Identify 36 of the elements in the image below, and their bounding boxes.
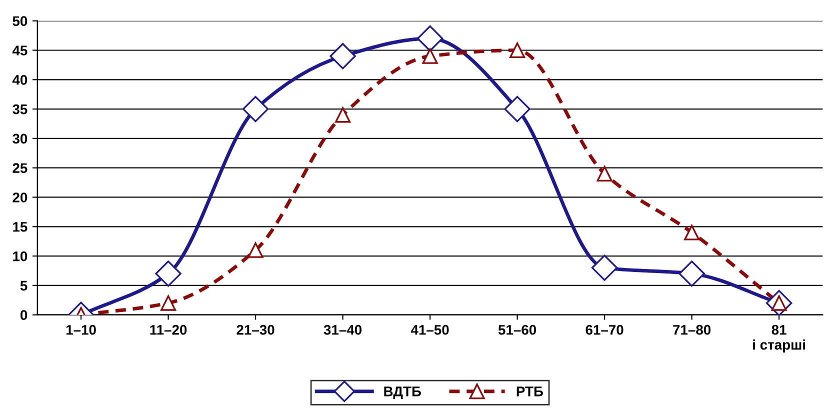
point — [335, 107, 351, 123]
point — [160, 295, 176, 311]
point — [155, 260, 182, 287]
y-tick-label: 30 — [12, 134, 28, 144]
point — [416, 25, 444, 52]
x-tick-label: 61–70 — [586, 324, 624, 335]
y-tick-label: 5 — [20, 280, 28, 291]
y-tick-label: 0 — [20, 310, 28, 320]
point — [591, 254, 618, 281]
y-tick-label: 20 — [12, 192, 28, 202]
x-tick-label: 81 і старші — [753, 324, 806, 352]
y-tick-label: 40 — [12, 74, 28, 85]
x-tick-label: 1–10 — [66, 324, 96, 335]
point — [422, 48, 438, 64]
y-tick-label: 15 — [13, 222, 28, 232]
y-tick-label: 10 — [13, 251, 28, 262]
x-tick-label: 31–40 — [324, 324, 362, 335]
point — [330, 43, 356, 70]
point — [596, 166, 612, 182]
y-tick-label: 25 — [12, 163, 28, 174]
x-tick-label: 71–80 — [673, 324, 711, 335]
legend-label: ВДТБ — [384, 386, 421, 399]
point — [684, 224, 700, 240]
x-tick-label: 41–50 — [410, 324, 449, 335]
point — [248, 242, 264, 258]
point — [242, 96, 269, 122]
x-tick-label: 21–30 — [236, 324, 274, 335]
point — [510, 42, 526, 58]
legend-label: РТБ — [516, 386, 543, 396]
x-tick-label: 51–60 — [498, 324, 536, 335]
y-tick-label: 45 — [12, 46, 28, 56]
point — [504, 96, 530, 122]
y-tick-label: 35 — [12, 104, 28, 114]
x-tick-label: 11–20 — [150, 324, 187, 335]
point — [678, 260, 705, 287]
y-tick-label: 50 — [12, 16, 28, 26]
